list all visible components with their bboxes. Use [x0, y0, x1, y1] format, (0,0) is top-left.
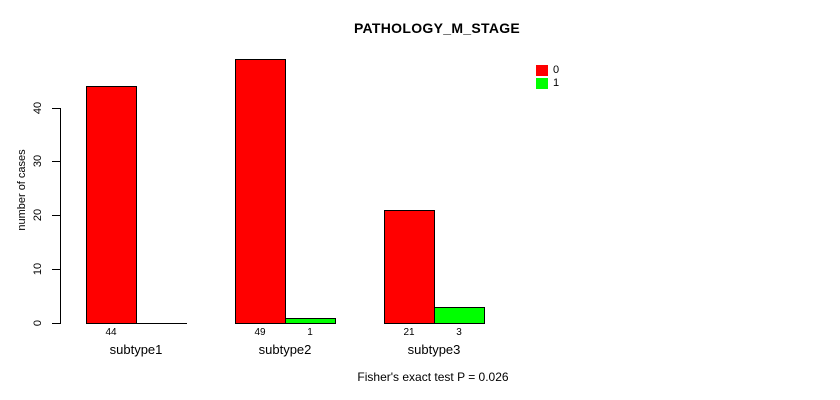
category-label-subtype2: subtype2 [258, 342, 312, 357]
bar-subtype3-0 [384, 210, 435, 324]
bar-subtype2-1 [285, 318, 336, 324]
y-tick-label: 40 [32, 101, 44, 114]
legend-row-0: 0 [536, 64, 559, 77]
legend-label: 0 [553, 64, 560, 76]
category-label-subtype3: subtype3 [407, 342, 461, 357]
y-tick-label: 20 [32, 209, 44, 222]
chart-title: PATHOLOGY_M_STAGE [353, 20, 521, 36]
y-axis-tick [52, 107, 60, 109]
bar-count-label: 21 [403, 327, 415, 338]
y-axis-tick [52, 269, 60, 271]
bar-count-label: 1 [307, 327, 313, 338]
bar-subtype2-0 [235, 59, 286, 324]
y-axis-tick [52, 215, 60, 217]
bar-count-label: 3 [456, 327, 462, 338]
legend-label: 1 [553, 77, 560, 89]
y-tick-label: 0 [32, 319, 44, 327]
annotation-fisher-test: Fisher's exact test P = 0.026 [357, 370, 509, 384]
y-axis-tick [52, 323, 60, 324]
legend-swatch-icon [536, 65, 548, 76]
bar-count-label: 44 [105, 327, 117, 338]
legend-swatch-icon [536, 78, 548, 89]
legend-row-1: 1 [536, 77, 559, 90]
bar-count-label: 49 [254, 327, 266, 338]
y-tick-label: 10 [32, 263, 44, 276]
bar-subtype1-0 [86, 86, 137, 324]
bar-subtype3-1 [434, 307, 485, 324]
y-axis-tick [52, 161, 60, 163]
y-axis-line [60, 107, 61, 324]
y-tick-label: 30 [32, 155, 44, 168]
category-label-subtype1: subtype1 [109, 342, 163, 357]
